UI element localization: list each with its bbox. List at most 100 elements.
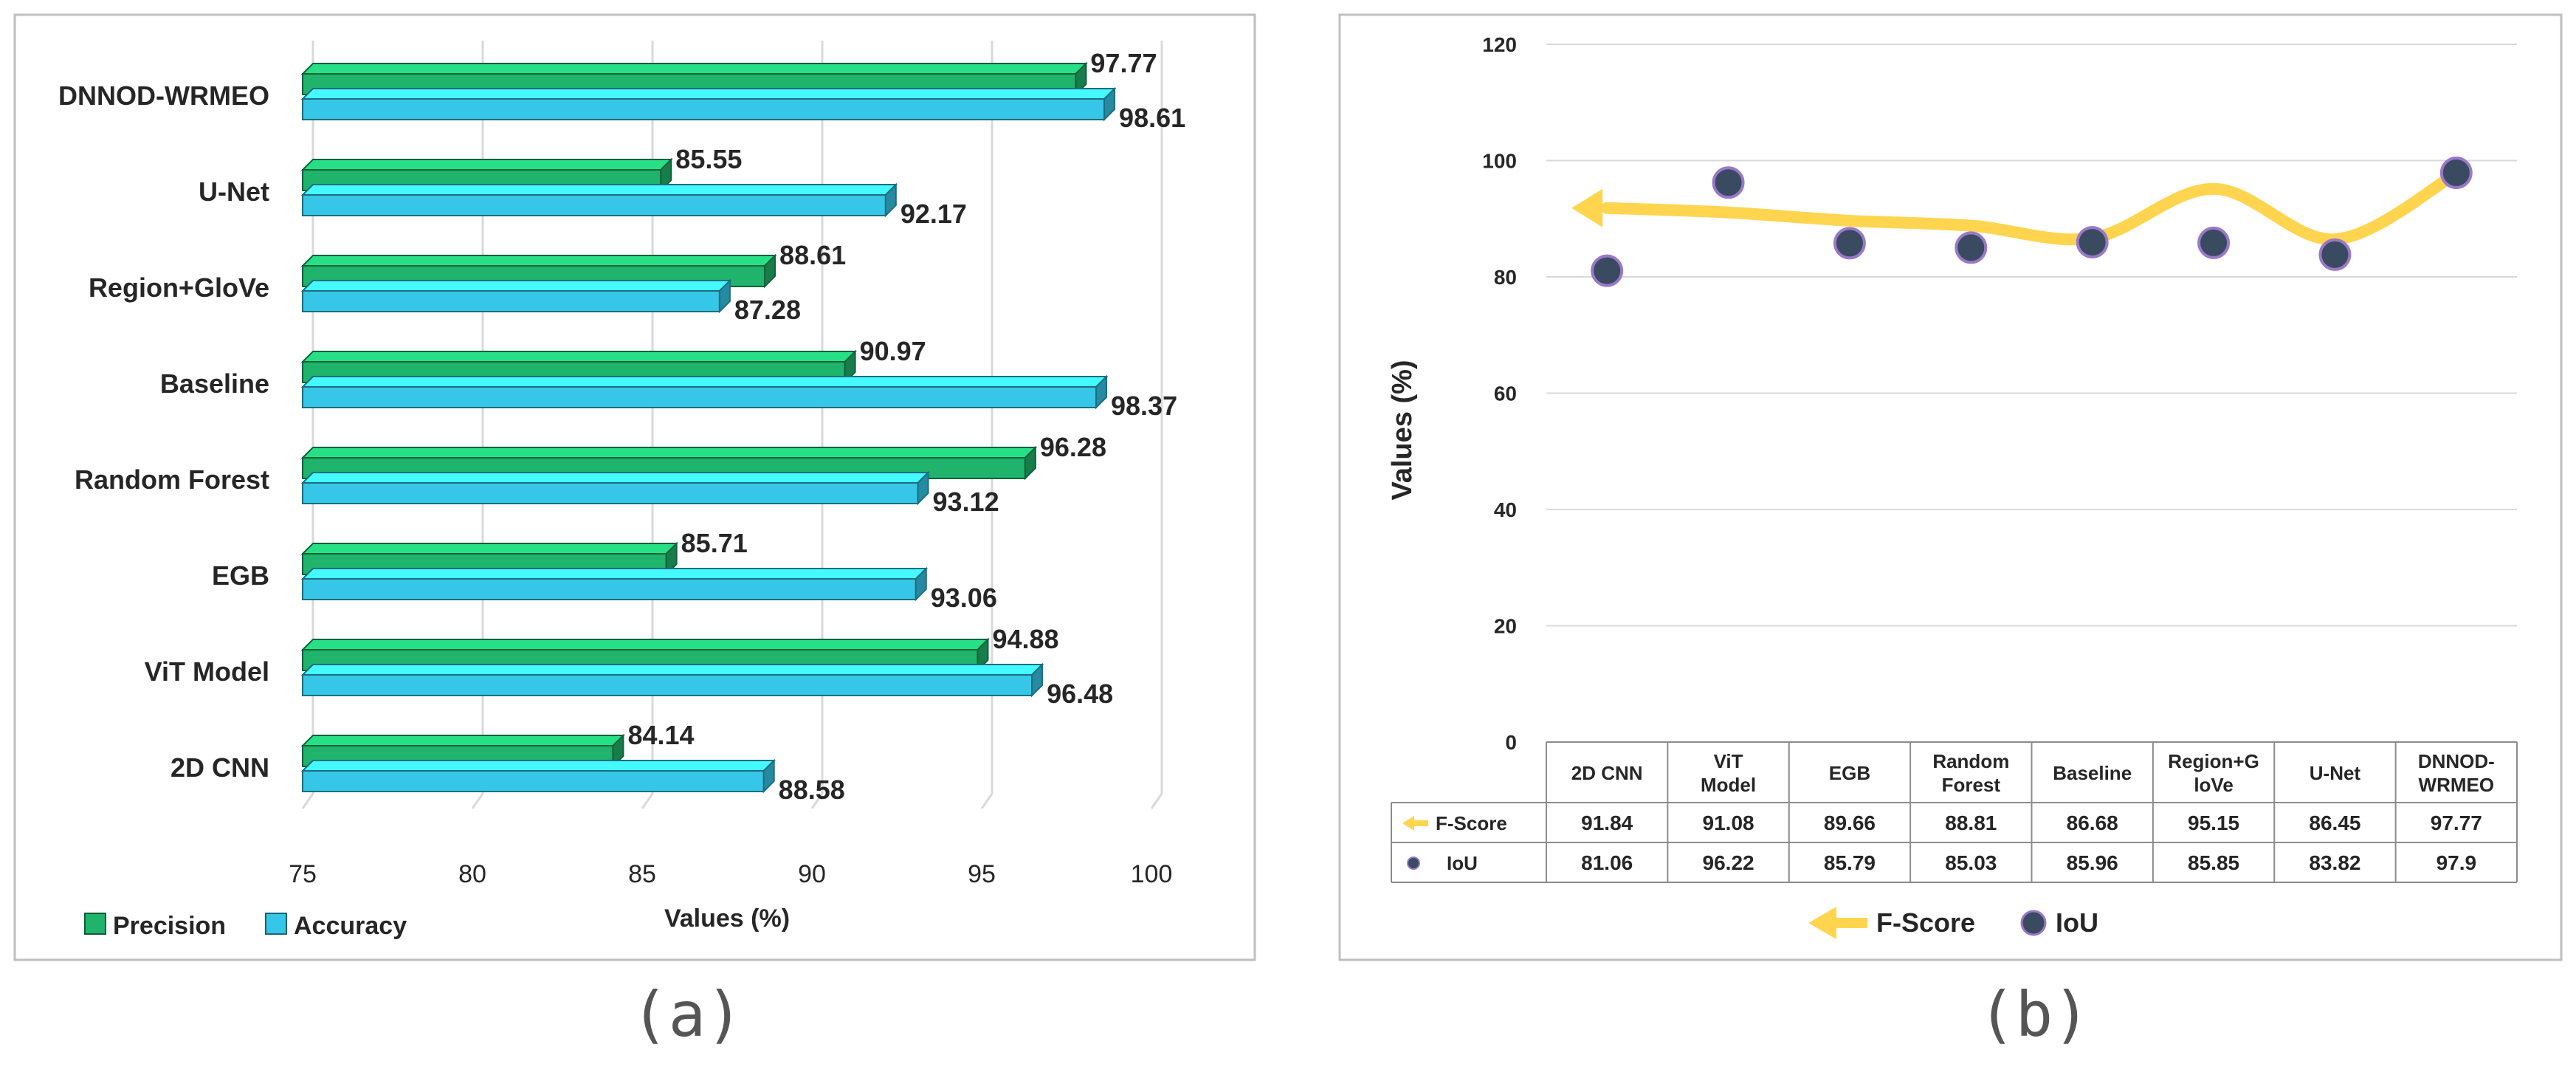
- table-header-line: Region+G: [2168, 750, 2259, 772]
- iou-point: [2439, 157, 2473, 190]
- table-cell-fscore: 95.15: [2188, 811, 2239, 834]
- accuracy-bar-top: [300, 760, 776, 772]
- x-gridline-floor: [980, 793, 993, 809]
- table-cell-iou: 85.96: [2067, 851, 2118, 874]
- accuracy-bar-side: [1103, 86, 1116, 122]
- fscore-arrowhead: [1571, 188, 1603, 227]
- accuracy-bar-side: [1031, 662, 1044, 698]
- accuracy-bar: [302, 770, 765, 792]
- x-tick-label: 95: [968, 860, 996, 888]
- precision-value-label: 84.14: [627, 720, 694, 750]
- table-header: U-Net: [2310, 762, 2361, 784]
- precision-value-label: 88.61: [779, 240, 846, 270]
- x-tick-label: 80: [458, 860, 486, 888]
- iou-point: [1955, 231, 1988, 264]
- accuracy-bar-top: [300, 280, 732, 292]
- x-axis-title: Values (%): [664, 904, 790, 933]
- legend-label: Precision: [113, 912, 226, 940]
- x-gridline-floor: [471, 793, 484, 809]
- table-cell-iou: 81.06: [1581, 851, 1633, 874]
- table-header-line: ViT: [1714, 750, 1743, 772]
- category-label: DNNOD-WRMEO: [58, 80, 269, 111]
- category-label: Random Forest: [75, 464, 269, 495]
- caption-a: (a): [631, 978, 743, 1051]
- accuracy-value-label: 93.06: [931, 583, 997, 613]
- legend-swatch: [84, 913, 106, 935]
- y-tick-label: 60: [1494, 382, 1517, 405]
- accuracy-bar-side: [884, 182, 897, 218]
- accuracy-value-label: 87.28: [734, 295, 801, 325]
- accuracy-bar-side: [915, 566, 927, 602]
- precision-bar-top: [300, 447, 1038, 459]
- accuracy-value-label: 88.58: [779, 775, 845, 805]
- table-cell-fscore: 86.68: [2067, 811, 2118, 834]
- table-cell-fscore: 91.84: [1581, 811, 1633, 834]
- precision-value-label: 85.55: [675, 144, 742, 174]
- table-row-label: IoU: [1447, 852, 1478, 874]
- table-header-line: Baseline: [2053, 762, 2132, 784]
- table-iou-key: [1407, 856, 1420, 870]
- accuracy-value-label: 96.48: [1047, 679, 1113, 709]
- category-label: ViT Model: [145, 656, 269, 687]
- precision-bar-side: [665, 541, 678, 577]
- x-gridline-floor: [301, 793, 314, 809]
- precision-bar-top: [300, 735, 625, 746]
- y-axis-title: Values (%): [1387, 360, 1418, 500]
- accuracy-bar-side: [718, 278, 731, 314]
- bar-chart-panel: 75 80 85 90 95 100 Values (%) DNNOD-WRMEO 97.77 9…: [13, 13, 1256, 961]
- precision-bar-side: [764, 253, 776, 289]
- table-row-label: F-Score: [1436, 812, 1507, 834]
- precision-value-label: 94.88: [992, 624, 1058, 654]
- precision-value-label: 90.97: [860, 336, 926, 366]
- accuracy-value-label: 98.37: [1111, 391, 1177, 421]
- iou-point: [2318, 238, 2352, 271]
- precision-bar-side: [612, 733, 624, 769]
- table-header: EGB: [1829, 762, 1870, 784]
- category-label: Baseline: [160, 368, 269, 399]
- table-header-line: U-Net: [2310, 762, 2361, 784]
- accuracy-bar: [302, 194, 886, 216]
- x-tick-label: 85: [628, 860, 656, 888]
- precision-bar-top: [300, 63, 1088, 75]
- accuracy-bar: [302, 98, 1106, 120]
- category-label: Region+GloVe: [89, 272, 269, 303]
- precision-bar-top: [300, 351, 858, 363]
- precision-bar-top: [300, 159, 673, 171]
- legend-fscore-arrow: [1808, 907, 1836, 939]
- y-tick-label: 40: [1494, 498, 1517, 521]
- table-header: ViT Model: [1701, 750, 1756, 796]
- iou-point: [2197, 226, 2231, 259]
- table-cell-fscore: 86.45: [2309, 811, 2360, 834]
- x-tick-label: 100: [1131, 860, 1173, 888]
- iou-point: [1833, 227, 1866, 260]
- iou-point: [1712, 166, 1745, 199]
- legend-label: F-Score: [1876, 907, 1975, 938]
- table-header-line: WRMEO: [2419, 774, 2495, 796]
- precision-value-label: 85.71: [681, 528, 748, 558]
- precision-bar-side: [660, 157, 672, 193]
- table-cell-fscore: 88.81: [1945, 811, 1997, 834]
- accuracy-bar: [302, 386, 1098, 408]
- y-tick-label: 0: [1505, 731, 1517, 754]
- accuracy-bar: [302, 674, 1033, 696]
- precision-bar-top: [300, 639, 990, 650]
- category-label: U-Net: [199, 176, 269, 207]
- x-tick-label: 90: [798, 860, 826, 888]
- x-tick-label: 75: [289, 860, 317, 888]
- table-cell-iou: 85.03: [1945, 851, 1997, 874]
- accuracy-bar-top: [300, 568, 929, 580]
- legend-swatch: [265, 913, 287, 935]
- category-label: 2D CNN: [171, 752, 269, 783]
- accuracy-bar-top: [300, 184, 898, 196]
- accuracy-value-label: 93.12: [933, 487, 999, 517]
- table-header: 2D CNN: [1571, 762, 1643, 784]
- y-tick-label: 80: [1494, 266, 1517, 289]
- line-chart-panel: 0 20 40 60 80 100 120 Values (%) 2D CNN ViT Model E…: [1338, 13, 2563, 961]
- precision-bar-side: [844, 349, 856, 385]
- category-label: EGB: [212, 560, 269, 591]
- accuracy-value-label: 98.61: [1119, 103, 1185, 133]
- x-gridline-floor: [810, 793, 824, 809]
- precision-bar-side: [1075, 61, 1087, 97]
- table-header-line: Forest: [1942, 774, 2001, 796]
